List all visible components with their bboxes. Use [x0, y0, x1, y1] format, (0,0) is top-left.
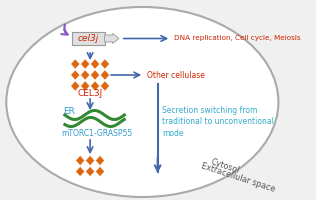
Text: Other cellulase: Other cellulase	[147, 71, 205, 79]
Polygon shape	[76, 166, 85, 176]
FancyArrow shape	[105, 33, 119, 44]
FancyBboxPatch shape	[72, 32, 105, 45]
Text: DNA replication, Cell cycle, Meiosis: DNA replication, Cell cycle, Meiosis	[174, 35, 301, 41]
Text: mTORC1-GRASP55: mTORC1-GRASP55	[61, 130, 132, 138]
Text: ER: ER	[63, 108, 75, 116]
Polygon shape	[71, 59, 80, 69]
Polygon shape	[100, 70, 109, 80]
Polygon shape	[91, 59, 100, 69]
Polygon shape	[100, 59, 109, 69]
Ellipse shape	[6, 7, 278, 197]
Polygon shape	[95, 166, 105, 176]
Polygon shape	[91, 81, 100, 91]
Polygon shape	[91, 70, 100, 80]
Text: Secretion switching from
traditional to unconventional
mode: Secretion switching from traditional to …	[162, 106, 274, 138]
Polygon shape	[95, 156, 105, 166]
Text: Cytosol: Cytosol	[209, 157, 240, 175]
Text: cel3j: cel3j	[78, 34, 99, 43]
Polygon shape	[71, 81, 80, 91]
Polygon shape	[86, 156, 94, 166]
Polygon shape	[81, 70, 90, 80]
Polygon shape	[81, 59, 90, 69]
Polygon shape	[81, 81, 90, 91]
Polygon shape	[100, 81, 109, 91]
Polygon shape	[86, 166, 94, 176]
Text: CEL3J: CEL3J	[77, 88, 103, 98]
Text: Extracellular space: Extracellular space	[200, 162, 276, 194]
Polygon shape	[76, 156, 85, 166]
Polygon shape	[71, 70, 80, 80]
